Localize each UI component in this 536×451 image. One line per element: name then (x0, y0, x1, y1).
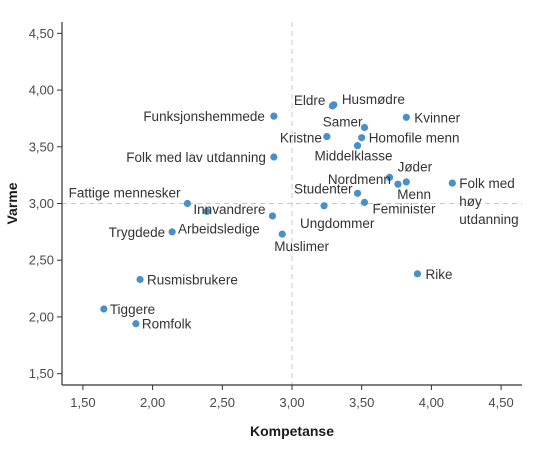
point-label: Rike (425, 267, 452, 282)
x-tick-label: 3,00 (279, 395, 304, 410)
data-point (403, 114, 410, 121)
point-label: Folk med lav utdanning (126, 150, 266, 165)
data-point (361, 199, 368, 206)
point-label: Studenter (294, 181, 353, 196)
data-point (169, 228, 176, 235)
point-label: Ungdommer (300, 216, 375, 231)
x-tick-label: 2,00 (140, 395, 165, 410)
data-point (270, 113, 277, 120)
x-tick-label: 1,50 (70, 395, 95, 410)
data-point (269, 212, 276, 219)
data-point (358, 134, 365, 141)
point-label: Folk med høy utdanning (459, 176, 518, 227)
point-label: Menn (397, 187, 431, 202)
x-tick-label: 3,50 (349, 395, 374, 410)
point-label: Kristne (280, 131, 322, 146)
y-axis-title: Varme (4, 182, 20, 224)
point-labels: Eldre Husmødre Kvinner Funksjonshemmede Same… (69, 92, 519, 332)
x-tick-label: 4,00 (419, 395, 444, 410)
point-label: Trygdede (109, 225, 166, 240)
point-label: Samer (323, 114, 363, 129)
point-label: Middelklasse (315, 149, 393, 164)
data-point (403, 178, 410, 185)
y-tick-label: 3,50 (29, 139, 54, 154)
data-point (270, 153, 277, 160)
point-label: Feminister (372, 201, 436, 216)
point-label: Romfolk (142, 317, 192, 332)
x-tick-label: 2,50 (210, 395, 235, 410)
point-label: Fattige mennesker (69, 186, 181, 201)
point-label: Husmødre (342, 92, 405, 107)
data-point (136, 276, 143, 283)
y-tick-label: 1,50 (29, 366, 54, 381)
data-point (184, 200, 191, 207)
point-label: Eldre (294, 93, 326, 108)
point-label: Innvandrere (193, 202, 265, 217)
point-label: Kvinner (414, 110, 460, 125)
point-label: Funksjonshemmede (143, 109, 265, 124)
y-tick-label: 2,00 (29, 309, 54, 324)
data-point (320, 202, 327, 209)
data-point (132, 320, 139, 327)
y-tick-label: 2,50 (29, 253, 54, 268)
point-label: Tiggere (110, 302, 155, 317)
x-tick-label: 4,50 (488, 395, 513, 410)
point-label: Homofile menn (369, 131, 460, 146)
point-label: Arbeidsledige (178, 221, 260, 236)
data-point (449, 179, 456, 186)
data-point (279, 231, 286, 238)
y-tick-label: 4,50 (29, 26, 54, 41)
data-point (354, 190, 361, 197)
point-label: Muslimer (274, 239, 329, 254)
data-point (330, 101, 337, 108)
reference-lines (62, 22, 522, 385)
y-tick-label: 4,00 (29, 83, 54, 98)
data-point (100, 305, 107, 312)
x-axis-title: Kompetanse (250, 423, 334, 439)
y-tick-label: 3,00 (29, 196, 54, 211)
point-label: Rusmisbrukere (147, 273, 238, 288)
data-point (414, 270, 421, 277)
point-label: Jøder (398, 159, 433, 174)
data-point (323, 133, 330, 140)
